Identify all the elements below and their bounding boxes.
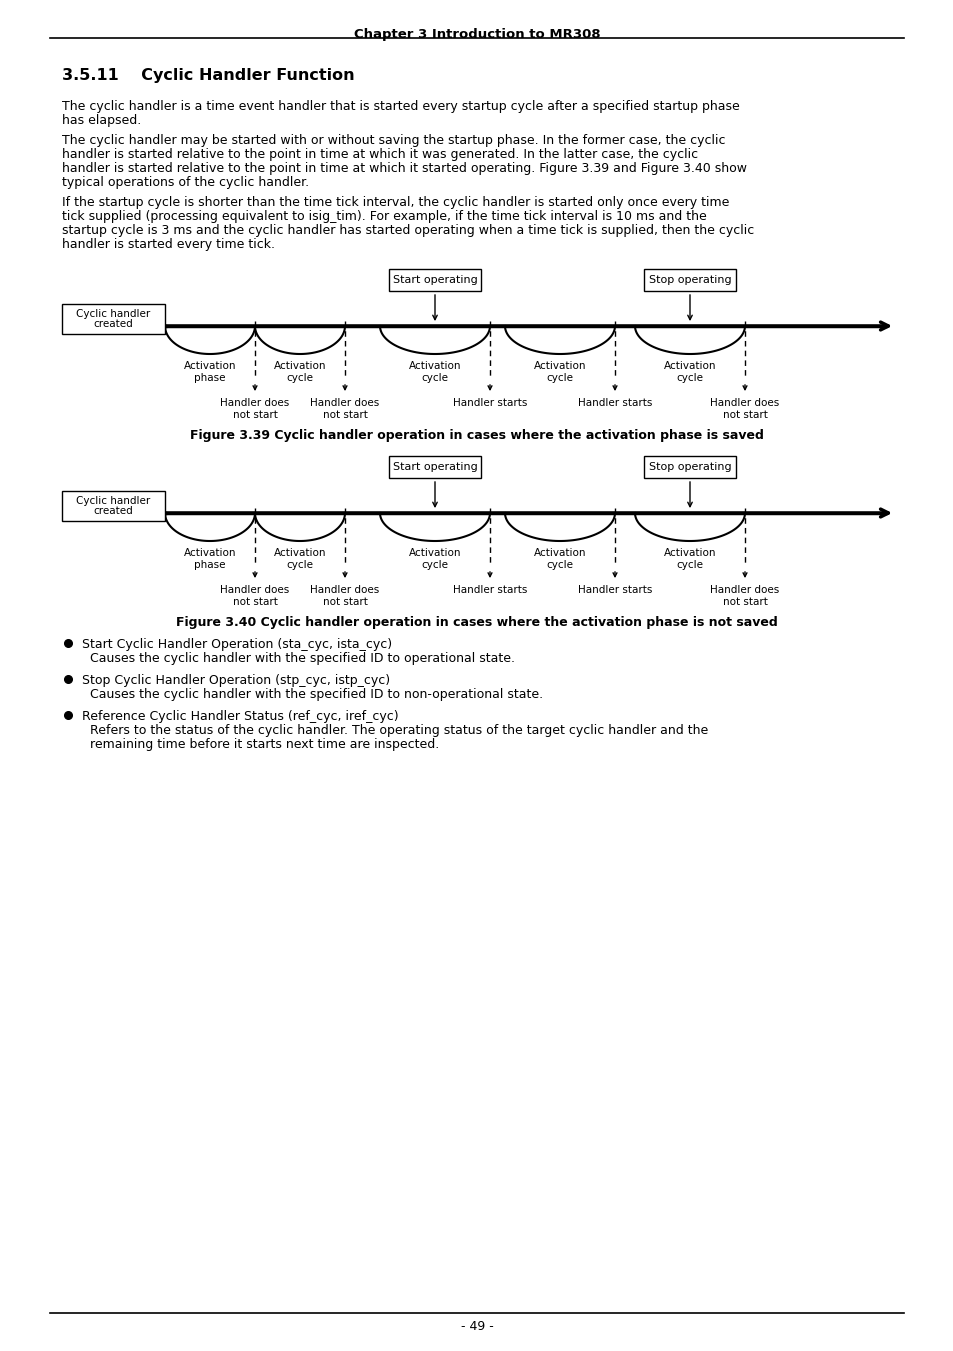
Text: Handler starts: Handler starts <box>453 399 527 408</box>
Text: Cyclic handler: Cyclic handler <box>76 309 151 319</box>
Text: 3.5.11    Cyclic Handler Function: 3.5.11 Cyclic Handler Function <box>62 68 355 82</box>
Text: Handler does
not start: Handler does not start <box>310 399 379 420</box>
Text: Cyclic handler: Cyclic handler <box>76 496 151 507</box>
Text: Causes the cyclic handler with the specified ID to operational state.: Causes the cyclic handler with the speci… <box>90 653 515 665</box>
Text: Stop operating: Stop operating <box>648 462 731 471</box>
Text: typical operations of the cyclic handler.: typical operations of the cyclic handler… <box>62 176 309 189</box>
Text: Activation
cycle: Activation cycle <box>408 549 460 570</box>
Text: Activation
cycle: Activation cycle <box>274 361 326 382</box>
Text: handler is started relative to the point in time at which it was generated. In t: handler is started relative to the point… <box>62 149 698 161</box>
FancyBboxPatch shape <box>643 457 735 478</box>
Text: The cyclic handler may be started with or without saving the startup phase. In t: The cyclic handler may be started with o… <box>62 134 724 147</box>
Text: has elapsed.: has elapsed. <box>62 113 141 127</box>
Text: Activation
cycle: Activation cycle <box>408 361 460 382</box>
Text: Handler does
not start: Handler does not start <box>220 585 290 607</box>
Text: Figure 3.39 Cyclic handler operation in cases where the activation phase is save: Figure 3.39 Cyclic handler operation in … <box>190 430 763 442</box>
Text: Start Cyclic Handler Operation (sta_cyc, ista_cyc): Start Cyclic Handler Operation (sta_cyc,… <box>82 638 392 651</box>
FancyBboxPatch shape <box>62 490 165 521</box>
Text: Activation
cycle: Activation cycle <box>533 549 586 570</box>
Text: Activation
cycle: Activation cycle <box>663 549 716 570</box>
Text: tick supplied (processing equivalent to isig_tim). For example, if the time tick: tick supplied (processing equivalent to … <box>62 209 706 223</box>
Text: Handler does
not start: Handler does not start <box>310 585 379 607</box>
Text: Activation
cycle: Activation cycle <box>274 549 326 570</box>
Text: If the startup cycle is shorter than the time tick interval, the cyclic handler : If the startup cycle is shorter than the… <box>62 196 729 209</box>
Text: The cyclic handler is a time event handler that is started every startup cycle a: The cyclic handler is a time event handl… <box>62 100 739 113</box>
Text: Activation
cycle: Activation cycle <box>533 361 586 382</box>
Text: Handler does
not start: Handler does not start <box>710 399 779 420</box>
Text: handler is started relative to the point in time at which it started operating. : handler is started relative to the point… <box>62 162 746 176</box>
Text: remaining time before it starts next time are inspected.: remaining time before it starts next tim… <box>90 738 438 751</box>
Text: Refers to the status of the cyclic handler. The operating status of the target c: Refers to the status of the cyclic handl… <box>90 724 707 738</box>
Text: Handler starts: Handler starts <box>578 399 652 408</box>
Text: Stop operating: Stop operating <box>648 276 731 285</box>
Text: startup cycle is 3 ms and the cyclic handler has started operating when a time t: startup cycle is 3 ms and the cyclic han… <box>62 224 754 236</box>
Text: Reference Cyclic Handler Status (ref_cyc, iref_cyc): Reference Cyclic Handler Status (ref_cyc… <box>82 711 398 723</box>
Text: Start operating: Start operating <box>393 462 476 471</box>
FancyBboxPatch shape <box>389 457 480 478</box>
Text: created: created <box>93 507 133 516</box>
Text: Stop Cyclic Handler Operation (stp_cyc, istp_cyc): Stop Cyclic Handler Operation (stp_cyc, … <box>82 674 390 688</box>
FancyBboxPatch shape <box>643 269 735 290</box>
Text: Activation
phase: Activation phase <box>184 549 236 570</box>
Text: Start operating: Start operating <box>393 276 476 285</box>
Text: Chapter 3 Introduction to MR308: Chapter 3 Introduction to MR308 <box>354 28 599 41</box>
Text: handler is started every time tick.: handler is started every time tick. <box>62 238 274 251</box>
Text: Handler does
not start: Handler does not start <box>220 399 290 420</box>
FancyBboxPatch shape <box>62 304 165 334</box>
Text: Figure 3.40 Cyclic handler operation in cases where the activation phase is not : Figure 3.40 Cyclic handler operation in … <box>176 616 777 630</box>
Text: Handler does
not start: Handler does not start <box>710 585 779 607</box>
Text: Handler starts: Handler starts <box>578 585 652 594</box>
Text: - 49 -: - 49 - <box>460 1320 493 1333</box>
Text: Handler starts: Handler starts <box>453 585 527 594</box>
Text: Activation
phase: Activation phase <box>184 361 236 382</box>
Text: Activation
cycle: Activation cycle <box>663 361 716 382</box>
Text: Causes the cyclic handler with the specified ID to non-operational state.: Causes the cyclic handler with the speci… <box>90 688 542 701</box>
FancyBboxPatch shape <box>389 269 480 290</box>
Text: created: created <box>93 319 133 330</box>
